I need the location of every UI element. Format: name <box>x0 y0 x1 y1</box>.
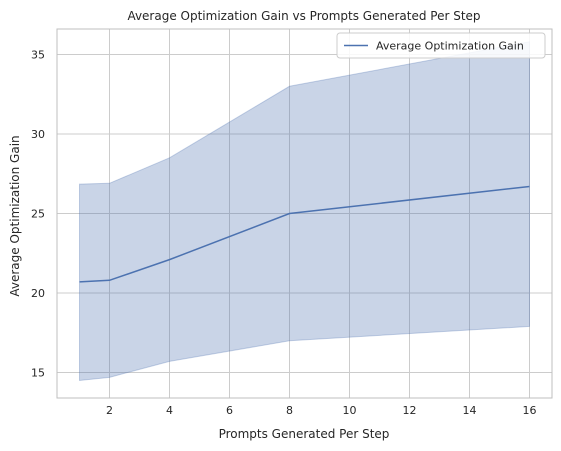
y-tick-labels: 15 20 25 30 35 <box>31 48 45 379</box>
legend-box <box>336 32 546 59</box>
x-tick-label: 12 <box>403 404 417 417</box>
y-tick-label: 35 <box>31 48 45 61</box>
x-tick-labels: 2 4 6 8 10 12 14 16 <box>106 404 537 417</box>
series-line <box>79 185 530 283</box>
series-line-layer <box>79 185 530 283</box>
y-tick-label: 30 <box>31 128 45 141</box>
y-tick-label: 20 <box>31 287 45 300</box>
chart-title: Average Optimization Gain vs Prompts Gen… <box>127 9 480 23</box>
plot-frame <box>56 28 553 399</box>
y-tick-label: 25 <box>31 208 45 221</box>
x-tick-label: 2 <box>106 404 113 417</box>
legend: Average Optimization Gain <box>336 32 546 59</box>
x-tick-label: 10 <box>343 404 357 417</box>
x-tick-label: 14 <box>463 404 477 417</box>
y-tick-label: 15 <box>31 367 45 380</box>
x-tick-label: 4 <box>166 404 173 417</box>
x-tick-label: 8 <box>286 404 293 417</box>
x-axis-label: Prompts Generated Per Step <box>219 427 390 441</box>
legend-label: Average Optimization Gain <box>376 40 524 53</box>
x-tick-label: 16 <box>523 404 537 417</box>
y-axis-label: Average Optimization Gain <box>8 135 22 296</box>
x-tick-label: 6 <box>226 404 233 417</box>
